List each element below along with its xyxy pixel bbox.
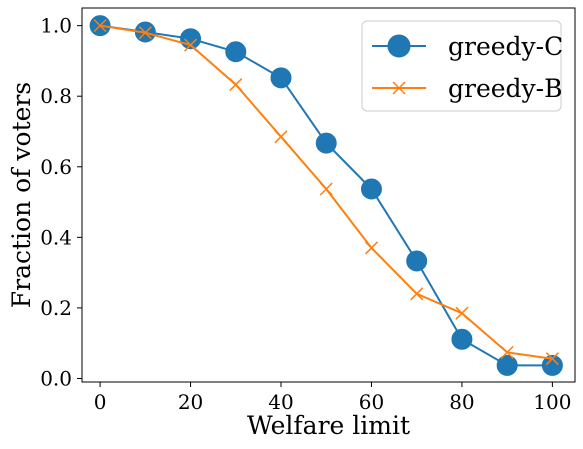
data-point [315, 132, 337, 154]
data-point [545, 352, 559, 366]
y-tick-label: 0.2 [40, 296, 72, 320]
chart-axes [81, 7, 576, 383]
x-tick-label: 40 [268, 390, 293, 414]
chart-series [89, 15, 563, 376]
y-tick-label: 0.8 [40, 84, 72, 108]
data-point [496, 354, 518, 376]
x-tick-label: 80 [449, 390, 474, 414]
data-point [274, 130, 288, 144]
data-point [500, 345, 514, 359]
x-tick-label: 20 [178, 390, 203, 414]
y-tick-label: 0.0 [40, 366, 72, 390]
y-tick-label: 0.6 [40, 155, 72, 179]
y-tick-label: 1.0 [40, 14, 72, 38]
data-point [406, 250, 428, 272]
y-axis-label: Fraction of voters [7, 82, 36, 308]
data-point [184, 38, 198, 52]
data-point [451, 328, 473, 350]
legend-label: greedy-B [448, 74, 563, 103]
data-point [229, 78, 243, 92]
legend-marker [392, 81, 406, 95]
legend-marker [387, 34, 411, 58]
x-tick-label: 0 [94, 390, 107, 414]
legend-entry: greedy-C [372, 32, 563, 61]
legend-label: greedy-C [448, 32, 563, 61]
chart-legend: greedy-C greedy-B [361, 20, 563, 112]
data-point [319, 182, 333, 196]
y-tick-label: 0.4 [40, 225, 72, 249]
plot-frame [81, 7, 576, 383]
chart-ticks: 0 20 40 60 80 100 0.0 0.2 0.4 0.6 0.8 1.0 [40, 14, 571, 414]
x-axis-label: Welfare limit [247, 411, 410, 440]
data-point [455, 306, 469, 320]
x-tick-label: 100 [533, 390, 571, 414]
data-point [93, 19, 107, 33]
series-greedy-B [93, 19, 559, 366]
data-point [410, 287, 424, 301]
data-point [270, 67, 292, 89]
data-point [541, 354, 563, 376]
legend-entry: greedy-B [372, 74, 563, 103]
x-tick-label: 60 [359, 390, 384, 414]
data-point [225, 41, 247, 63]
data-point [364, 241, 378, 255]
data-point [138, 26, 152, 40]
data-point [360, 178, 382, 200]
